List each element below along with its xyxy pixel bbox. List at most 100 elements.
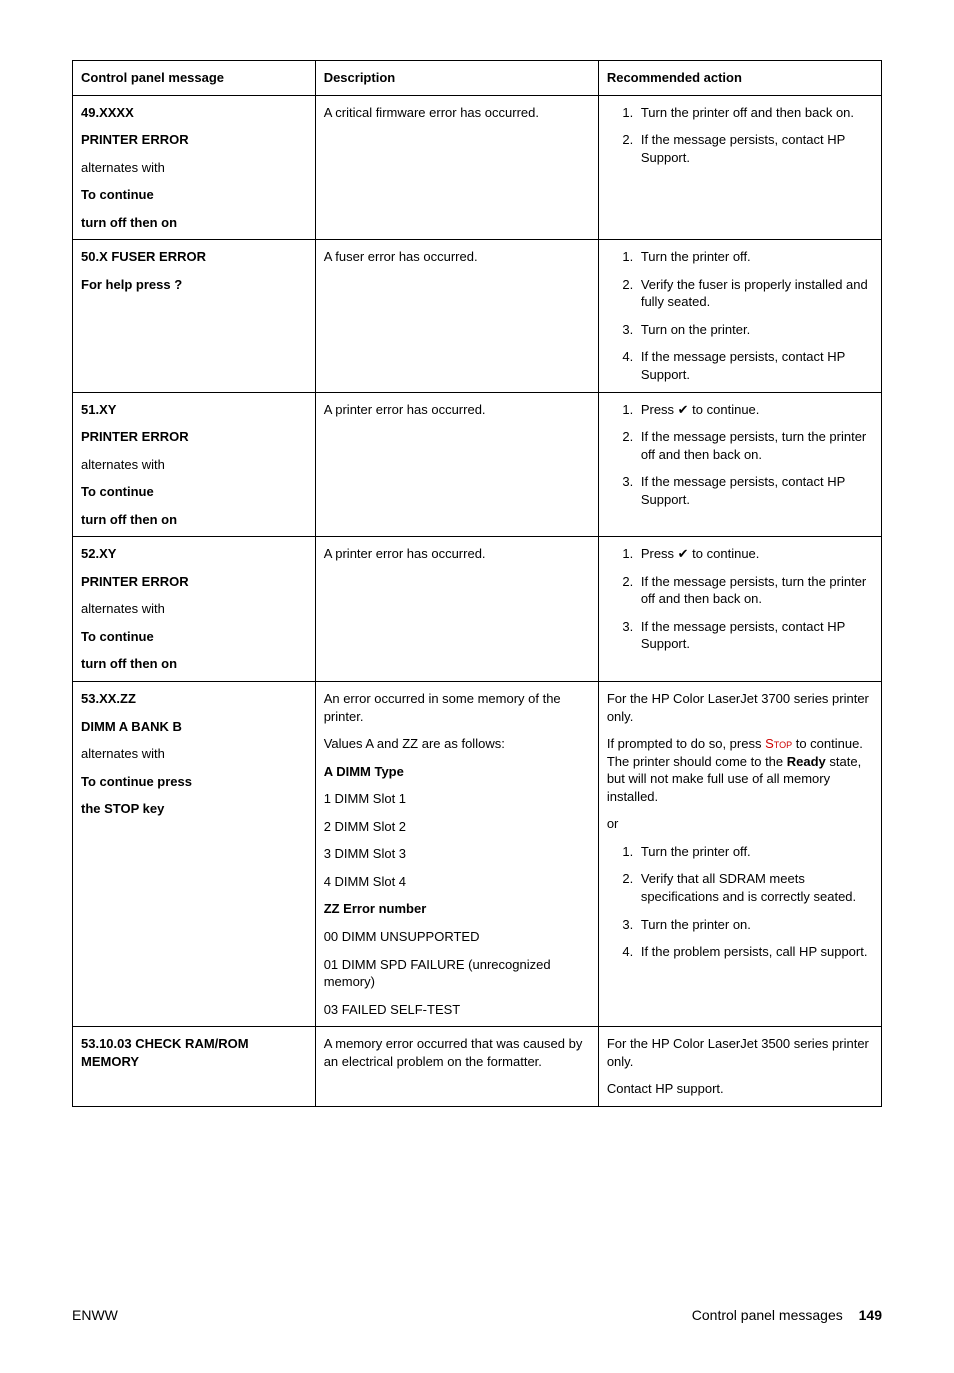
action-item: If the message persists, contact HP Supp… — [637, 618, 873, 653]
description-line: ZZ Error number — [324, 900, 590, 918]
table-header-row: Control panel message Description Recomm… — [73, 61, 882, 96]
description-line: An error occurred in some memory of the … — [324, 690, 590, 725]
col-header-action: Recommended action — [598, 61, 881, 96]
action-item: Turn the printer off. — [637, 248, 873, 266]
ready-state-label: Ready — [787, 754, 826, 769]
message-line: PRINTER ERROR — [81, 573, 307, 591]
cell-action: Press ✔ to continue. If the message persi… — [598, 392, 881, 537]
table-row: 50.X FUSER ERROR For help press ? A fuser … — [73, 240, 882, 392]
message-line: 53.10.03 CHECK RAM/ROM MEMORY — [81, 1035, 307, 1070]
cell-description: An error occurred in some memory of the … — [315, 682, 598, 1027]
cell-description: A fuser error has occurred. — [315, 240, 598, 392]
action-item: If the problem persists, call HP support… — [637, 943, 873, 961]
message-line: DIMM A BANK B — [81, 718, 307, 736]
message-line: To continue — [81, 483, 307, 501]
message-line: 53.XX.ZZ — [81, 690, 307, 708]
message-line: 50.X FUSER ERROR — [81, 248, 307, 266]
cell-action: For the HP Color LaserJet 3700 series pr… — [598, 682, 881, 1027]
action-list: Turn the printer off. Verify the fuser is… — [607, 248, 873, 383]
message-line: To continue — [81, 186, 307, 204]
cell-message: 53.10.03 CHECK RAM/ROM MEMORY — [73, 1027, 316, 1107]
message-line: turn off then on — [81, 655, 307, 673]
message-line: PRINTER ERROR — [81, 131, 307, 149]
table-row: 51.XY PRINTER ERROR alternates with To cont… — [73, 392, 882, 537]
action-item: Turn the printer off and then back on. — [637, 104, 873, 122]
description-line: A memory error occurred that was caused … — [324, 1035, 590, 1070]
message-line: PRINTER ERROR — [81, 428, 307, 446]
action-item: If the message persists, turn the printe… — [637, 428, 873, 463]
control-panel-messages-table: Control panel message Description Recomm… — [72, 60, 882, 1107]
action-list: Turn the printer off. Verify that all SDR… — [607, 843, 873, 961]
action-item: Turn the printer off. — [637, 843, 873, 861]
description-line: Values A and ZZ are as follows: — [324, 735, 590, 753]
message-line: turn off then on — [81, 214, 307, 232]
action-list: Press ✔ to continue. If the message persi… — [607, 401, 873, 509]
cell-description: A printer error has occurred. — [315, 537, 598, 682]
message-line: alternates with — [81, 456, 307, 474]
cell-description: A printer error has occurred. — [315, 392, 598, 537]
description-line: 1 DIMM Slot 1 — [324, 790, 590, 808]
cell-message: 51.XY PRINTER ERROR alternates with To cont… — [73, 392, 316, 537]
table-row: 53.10.03 CHECK RAM/ROM MEMORY A memory er… — [73, 1027, 882, 1107]
description-line: 01 DIMM SPD FAILURE (unrecognized memory… — [324, 956, 590, 991]
message-line: 49.XXXX — [81, 104, 307, 122]
cell-message: 50.X FUSER ERROR For help press ? — [73, 240, 316, 392]
stop-key-label: Stop — [765, 736, 792, 751]
action-paragraph: For the HP Color LaserJet 3700 series pr… — [607, 690, 873, 725]
footer-section: Control panel messages — [692, 1307, 843, 1323]
message-line: 52.XY — [81, 545, 307, 563]
description-line: A printer error has occurred. — [324, 401, 590, 419]
page-number: 149 — [859, 1307, 882, 1323]
cell-description: A memory error occurred that was caused … — [315, 1027, 598, 1107]
action-paragraph: Contact HP support. — [607, 1080, 873, 1098]
action-or: or — [607, 815, 873, 833]
action-list: Turn the printer off and then back on. If… — [607, 104, 873, 167]
cell-action: Press ✔ to continue. If the message persi… — [598, 537, 881, 682]
description-line: 2 DIMM Slot 2 — [324, 818, 590, 836]
action-item: If the message persists, contact HP Supp… — [637, 348, 873, 383]
cell-action: For the HP Color LaserJet 3500 series pr… — [598, 1027, 881, 1107]
table-row: 53.XX.ZZ DIMM A BANK B alternates with To c… — [73, 682, 882, 1027]
action-paragraph: If prompted to do so, press Stop to cont… — [607, 735, 873, 805]
footer-left: ENWW — [72, 1307, 118, 1323]
description-line: 00 DIMM UNSUPPORTED — [324, 928, 590, 946]
cell-description: A critical firmware error has occurred. — [315, 95, 598, 240]
col-header-message: Control panel message — [73, 61, 316, 96]
description-line: 03 FAILED SELF-TEST — [324, 1001, 590, 1019]
description-line: A DIMM Type — [324, 763, 590, 781]
message-line: turn off then on — [81, 511, 307, 529]
cell-message: 52.XY PRINTER ERROR alternates with To cont… — [73, 537, 316, 682]
action-item: Turn on the printer. — [637, 321, 873, 339]
message-line: alternates with — [81, 745, 307, 763]
table-row: 49.XXXX PRINTER ERROR alternates with To co… — [73, 95, 882, 240]
message-line: For help press ? — [81, 276, 307, 294]
action-item: Press ✔ to continue. — [637, 545, 873, 563]
action-item: Verify the fuser is properly installed a… — [637, 276, 873, 311]
cell-message: 53.XX.ZZ DIMM A BANK B alternates with To c… — [73, 682, 316, 1027]
action-item: If the message persists, contact HP Supp… — [637, 473, 873, 508]
footer-right: Control panel messages 149 — [692, 1307, 882, 1323]
action-item: Press ✔ to continue. — [637, 401, 873, 419]
cell-action: Turn the printer off. Verify the fuser is… — [598, 240, 881, 392]
action-item: If the message persists, contact HP Supp… — [637, 131, 873, 166]
description-line: 3 DIMM Slot 3 — [324, 845, 590, 863]
action-item: Verify that all SDRAM meets specificatio… — [637, 870, 873, 905]
action-paragraph: For the HP Color LaserJet 3500 series pr… — [607, 1035, 873, 1070]
message-line: To continue — [81, 628, 307, 646]
action-list: Press ✔ to continue. If the message persi… — [607, 545, 873, 653]
message-line: 51.XY — [81, 401, 307, 419]
action-item: Turn the printer on. — [637, 916, 873, 934]
message-line: the STOP key — [81, 800, 307, 818]
cell-message: 49.XXXX PRINTER ERROR alternates with To co… — [73, 95, 316, 240]
message-line: To continue press — [81, 773, 307, 791]
message-line: alternates with — [81, 600, 307, 618]
description-line: A critical firmware error has occurred. — [324, 104, 590, 122]
page-footer: ENWW Control panel messages 149 — [72, 1307, 882, 1323]
table-row: 52.XY PRINTER ERROR alternates with To cont… — [73, 537, 882, 682]
message-line: alternates with — [81, 159, 307, 177]
description-line: A fuser error has occurred. — [324, 248, 590, 266]
description-line: 4 DIMM Slot 4 — [324, 873, 590, 891]
col-header-description: Description — [315, 61, 598, 96]
cell-action: Turn the printer off and then back on. If… — [598, 95, 881, 240]
description-line: A printer error has occurred. — [324, 545, 590, 563]
